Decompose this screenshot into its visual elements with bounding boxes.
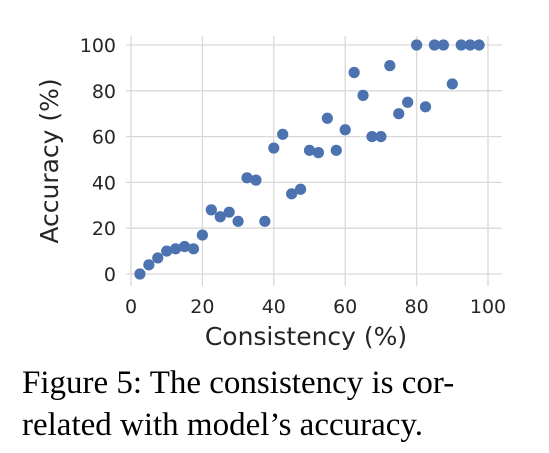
- y-tick-label: 40: [92, 172, 116, 194]
- caption-line-1: Figure 5: The consistency is cor-: [22, 365, 455, 401]
- y-tick-labels: 0 20 40 60 80 100: [80, 35, 116, 286]
- figure-caption: Figure 5: The consistency is cor- relate…: [22, 362, 532, 446]
- data-point: [339, 124, 351, 136]
- data-point: [277, 128, 289, 140]
- gridlines: [126, 36, 502, 286]
- y-tick-label: 0: [104, 264, 116, 286]
- x-tick-labels: 0 20 40 60 80 100: [125, 296, 506, 318]
- y-tick-label: 80: [92, 81, 116, 103]
- data-point: [214, 211, 226, 223]
- data-point: [161, 245, 173, 257]
- data-point: [464, 39, 476, 51]
- x-axis-label: Consistency (%): [205, 322, 407, 351]
- data-point: [241, 172, 253, 184]
- y-tick-label: 20: [92, 218, 116, 240]
- x-tick-label: 0: [125, 296, 137, 318]
- y-tick-label: 60: [92, 127, 116, 149]
- data-point: [321, 112, 333, 124]
- data-point: [134, 268, 146, 280]
- data-point: [411, 39, 423, 51]
- data-point: [232, 215, 244, 227]
- data-point: [473, 39, 485, 51]
- x-tick-label: 60: [333, 296, 357, 318]
- y-axis-label: Accuracy (%): [35, 78, 64, 243]
- data-point: [312, 147, 325, 159]
- data-point: [366, 131, 378, 143]
- data-point: [330, 144, 342, 156]
- data-point: [286, 188, 298, 200]
- x-tick-label: 80: [405, 296, 429, 318]
- data-point: [375, 131, 387, 143]
- scatter-chart: 0 20 40 60 80 100 0 20 40 60 80 100 Consistency (%…: [35, 35, 506, 351]
- data-point: [419, 101, 432, 113]
- data-point: [357, 89, 369, 101]
- data-point: [223, 206, 235, 218]
- x-tick-label: 20: [190, 296, 214, 318]
- data-point: [152, 252, 164, 264]
- data-point: [428, 39, 441, 51]
- data-point: [446, 78, 458, 90]
- data-point: [303, 144, 316, 156]
- data-point: [393, 108, 405, 120]
- y-tick-label: 100: [80, 35, 116, 57]
- data-point: [437, 39, 449, 51]
- x-tick-label: 40: [262, 296, 286, 318]
- data-point: [170, 243, 182, 255]
- x-tick-label: 100: [470, 296, 506, 318]
- data-point: [250, 174, 262, 186]
- data-point: [294, 183, 307, 195]
- data-point: [455, 39, 467, 51]
- data-point: [205, 204, 217, 216]
- data-point: [402, 96, 414, 108]
- data-points: [134, 39, 485, 280]
- data-point: [143, 259, 155, 271]
- data-point: [187, 243, 200, 255]
- data-point: [268, 142, 280, 154]
- data-point: [348, 66, 360, 79]
- data-point: [384, 60, 396, 72]
- caption-line-2: related with model’s accuracy.: [22, 407, 424, 443]
- data-point: [196, 229, 208, 241]
- data-point: [259, 215, 271, 227]
- data-point: [178, 240, 191, 253]
